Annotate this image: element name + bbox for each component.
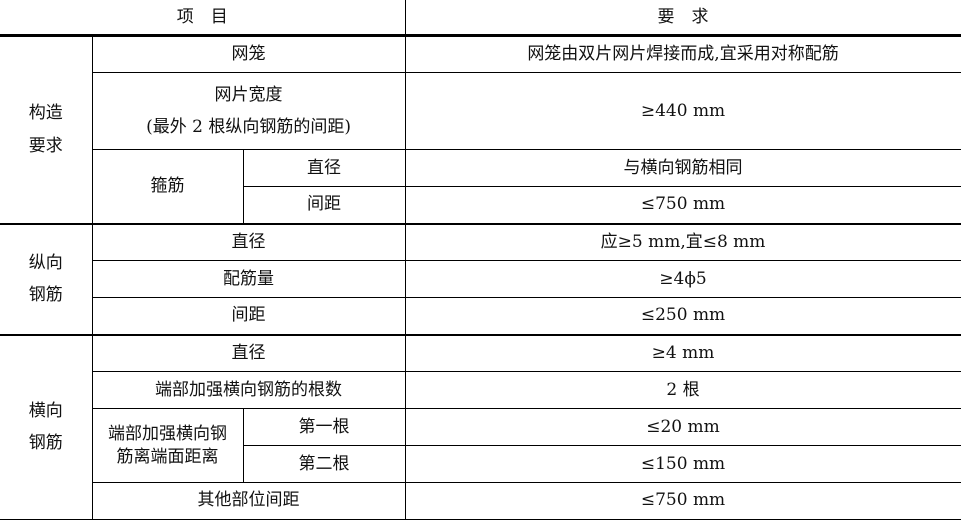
table-row: 构造 要求 网笼 网笼由双片网片焊接而成,宜采用对称配筋	[0, 35, 961, 225]
group-cell: 端部加强横向钢 筋离端面距离	[91, 408, 244, 483]
requirement-cell: 网笼由双片网片焊接而成,宜采用对称配筋	[404, 35, 961, 73]
group-cell: 箍筋	[91, 149, 244, 225]
table-row: 端部加强横向钢筋的根数 2 根	[0, 371, 961, 409]
header-item-cell: 项 目	[0, 0, 406, 37]
item-cell: 端部加强横向钢筋的根数	[91, 371, 406, 409]
item-cell: 网片宽度 (最外 2 根纵向钢筋的间距)	[91, 72, 406, 150]
table-row: 横向 钢筋 直径 ≥4 mm	[0, 334, 961, 520]
requirement-cell: 2 根	[404, 371, 961, 409]
category-cell: 构造 要求	[0, 35, 93, 225]
requirement-cell: 应≥5 mm,宜≤8 mm	[404, 223, 961, 261]
table-row: 端部加强横向钢 筋离端面距离 第一根 ≤20 mm	[0, 408, 961, 483]
sub-item-cell: 第一根	[242, 408, 406, 446]
requirement-cell: ≤750 mm	[404, 186, 961, 225]
table-row: 网片宽度 (最外 2 根纵向钢筋的间距) ≥440 mm	[0, 72, 961, 150]
requirement-cell: ≤150 mm	[404, 445, 961, 483]
table-row: 箍筋 直径 与横向钢筋相同	[0, 149, 961, 225]
item-cell: 间距	[91, 297, 406, 336]
header-requirement-cell: 要 求	[404, 0, 961, 37]
item-cell: 直径	[91, 223, 406, 261]
table-row: 第二根 ≤150 mm	[0, 445, 961, 483]
item-cell: 直径	[91, 334, 406, 372]
table-row: 间距 ≤750 mm	[0, 186, 961, 225]
sub-item-cell: 间距	[242, 186, 406, 225]
sub-item-cell: 第二根	[242, 445, 406, 483]
requirement-cell: ≤20 mm	[404, 408, 961, 446]
table-row: 配筋量 ≥4ϕ5	[0, 260, 961, 298]
requirement-cell: 与横向钢筋相同	[404, 149, 961, 187]
category-cell: 横向 钢筋	[0, 334, 93, 520]
item-cell: 配筋量	[91, 260, 406, 298]
table-row: 其他部位间距 ≤750 mm	[0, 482, 961, 520]
sub-item-cell: 直径	[242, 149, 406, 187]
requirement-cell: ≤750 mm	[404, 482, 961, 520]
table-row: 纵向 钢筋 直径 应≥5 mm,宜≤8 mm	[0, 223, 961, 336]
item-cell: 网笼	[91, 35, 406, 73]
table-row: 间距 ≤250 mm	[0, 297, 961, 336]
requirement-cell: ≤250 mm	[404, 297, 961, 336]
requirement-cell: ≥4 mm	[404, 334, 961, 372]
requirement-cell: ≥4ϕ5	[404, 260, 961, 298]
table-header-row: 项 目 要 求	[0, 0, 961, 37]
item-cell: 其他部位间距	[91, 482, 406, 520]
requirement-cell: ≥440 mm	[404, 72, 961, 150]
category-cell: 纵向 钢筋	[0, 223, 93, 336]
